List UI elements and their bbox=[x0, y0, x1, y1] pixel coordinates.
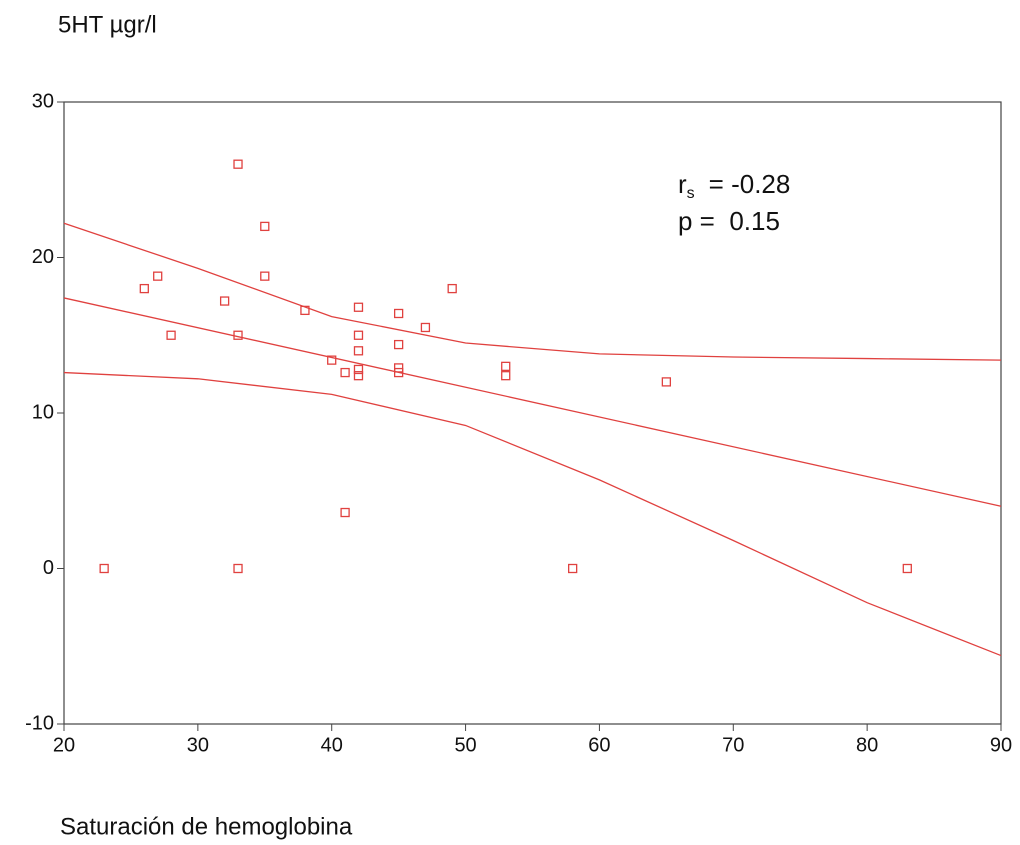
point bbox=[393, 339, 404, 350]
x-tick-label: 60 bbox=[588, 734, 610, 756]
point bbox=[353, 346, 364, 356]
point bbox=[501, 371, 511, 381]
point bbox=[219, 296, 230, 306]
fit-line bbox=[63, 297, 1002, 507]
point bbox=[902, 563, 912, 574]
x-tick-label: 50 bbox=[454, 734, 476, 756]
point bbox=[233, 330, 243, 340]
point bbox=[260, 221, 270, 232]
point bbox=[393, 367, 404, 378]
point bbox=[353, 371, 364, 381]
y-tick-label: 0 bbox=[43, 557, 54, 579]
point bbox=[153, 271, 163, 281]
plot-frame bbox=[63, 101, 1002, 725]
point bbox=[353, 330, 364, 340]
fit-line bbox=[63, 222, 1002, 361]
x-tick-label: 20 bbox=[53, 734, 75, 756]
point bbox=[501, 361, 511, 372]
y-tick-label: -10 bbox=[25, 712, 54, 734]
point bbox=[260, 271, 270, 281]
y-axis-label: 5HT µgr/l bbox=[58, 11, 157, 38]
point bbox=[568, 563, 578, 574]
point bbox=[353, 302, 364, 312]
point bbox=[233, 563, 243, 574]
point bbox=[340, 507, 350, 518]
annotation-subscript: s bbox=[687, 185, 695, 202]
y-tick-label: 30 bbox=[32, 90, 54, 112]
point bbox=[661, 377, 672, 387]
fit-line bbox=[63, 371, 1002, 657]
annotation: p = 0.15 bbox=[678, 206, 780, 236]
point bbox=[393, 363, 404, 373]
point bbox=[166, 330, 176, 340]
x-tick-label: 90 bbox=[990, 734, 1012, 756]
annotation-symbol: r bbox=[678, 169, 687, 199]
x-axis-label: Saturación de hemoglobina bbox=[60, 813, 353, 840]
x-tick-label: 30 bbox=[187, 734, 209, 756]
x-tick-label: 40 bbox=[321, 734, 343, 756]
point bbox=[393, 308, 404, 319]
point bbox=[233, 159, 243, 169]
point bbox=[420, 322, 431, 333]
y-tick-label: 10 bbox=[32, 401, 54, 423]
point bbox=[340, 367, 350, 378]
point bbox=[139, 283, 149, 294]
x-tick-label: 80 bbox=[856, 734, 878, 756]
y-tick-label: 20 bbox=[32, 246, 54, 268]
annotation-text: = -0.28 bbox=[709, 169, 791, 199]
x-tick-label: 70 bbox=[722, 734, 744, 756]
point bbox=[327, 355, 337, 365]
point bbox=[447, 283, 457, 294]
point bbox=[353, 364, 364, 375]
annotation: rs = -0.28 bbox=[678, 169, 790, 202]
point bbox=[99, 563, 109, 574]
